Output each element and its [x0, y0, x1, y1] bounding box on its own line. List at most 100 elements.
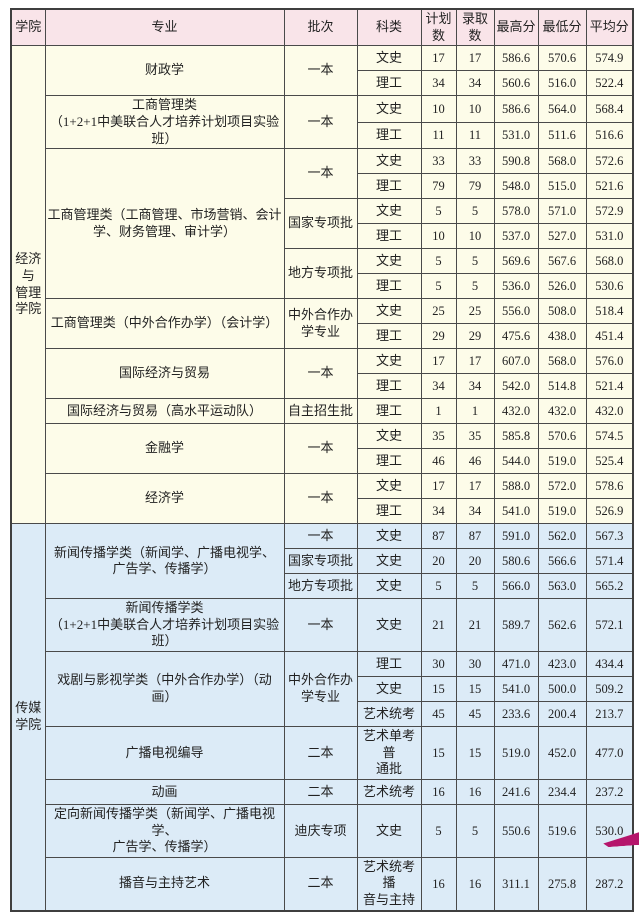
cell-plan: 5: [420, 273, 457, 300]
cell-plan: 34: [420, 70, 457, 97]
cell-min: 527.0: [537, 223, 587, 250]
cell-admitted: 5: [455, 198, 495, 225]
cell-avg: 434.4: [585, 651, 634, 677]
cell-plan: 25: [420, 298, 457, 325]
table-row: 戏剧与影视学类（中外合作办学）（动画） 中外合作办 学专业 理工 30 30 4…: [11, 651, 634, 727]
cell-min: 514.8: [537, 373, 587, 400]
cell-subject: 文史: [356, 148, 422, 175]
cell-max: 589.7: [493, 598, 539, 652]
cell-subject: 理工: [356, 223, 422, 250]
cell-subject: 理工: [356, 70, 422, 97]
cell-min: 567.6: [537, 248, 587, 275]
cell-subject: 文史: [356, 45, 422, 72]
cell-admitted: 20: [455, 548, 495, 575]
table-row: 定向新闻传播学类（新闻学、广播电视学、 广告学、传播学） 迪庆专项 文史 5 5…: [11, 803, 634, 858]
cell-subject: 文史: [356, 676, 422, 702]
cell-admitted: 15: [455, 676, 495, 702]
cell-max: 569.6: [493, 248, 539, 275]
cell-admitted: 79: [455, 173, 495, 200]
cell-min: 519.6: [537, 803, 587, 858]
cell-subject: 理工: [356, 398, 422, 425]
cell-plan: 46: [420, 448, 457, 475]
cell-avg: 526.9: [585, 498, 634, 525]
cell-avg: 531.0: [585, 223, 634, 250]
cell-avg: 477.0: [585, 726, 634, 780]
cell-admitted: 16: [455, 856, 495, 912]
cell-subject: 文史: [356, 298, 422, 325]
cell-major: 定向新闻传播学类（新闻学、广播电视学、 广告学、传播学）: [44, 803, 285, 858]
cell-avg: 521.6: [585, 173, 634, 200]
cell-avg: 578.6: [585, 473, 634, 500]
cell-max: 475.6: [493, 323, 539, 350]
cell-avg: 567.3: [585, 523, 634, 550]
cell-batch: 一本: [283, 598, 358, 652]
cell-batch: 国家专项批: [283, 198, 358, 250]
cell-min: 500.0: [537, 676, 587, 702]
cell-min: 563.0: [537, 573, 587, 600]
cell-plan: 16: [420, 856, 457, 912]
cell-max: 233.6: [493, 701, 539, 727]
table-row: 国家专项批 文史 20 20 580.6 566.6 571.4: [11, 548, 634, 575]
cell-plan: 5: [420, 573, 457, 600]
cell-subject: 文史: [356, 348, 422, 375]
cell-subject: 文史: [356, 95, 422, 123]
cell-admitted: 5: [455, 803, 495, 858]
cell-max: 586.6: [493, 45, 539, 72]
table-row: 艺术统考 45 45 233.6 200.4 213.7: [11, 701, 634, 727]
cell-major: 金融学: [44, 423, 285, 475]
cell-avg: 574.9: [585, 45, 634, 72]
cell-batch: 中外合作办 学专业: [283, 651, 358, 727]
cell-plan: 17: [420, 473, 457, 500]
cell-plan: 17: [420, 45, 457, 72]
cell-admitted: 17: [455, 473, 495, 500]
cell-subject: 艺术单考普 通批: [356, 726, 422, 780]
cell-plan: 15: [420, 676, 457, 702]
cell-admitted: 17: [455, 45, 495, 72]
cell-max: 471.0: [493, 651, 539, 677]
cell-min: 564.0: [537, 95, 587, 123]
cell-avg: 572.1: [585, 598, 634, 652]
cell-subject: 文史: [356, 523, 422, 550]
cell-major: 财政学: [44, 45, 285, 97]
table-row: 理工 34 34 541.0 519.0 526.9: [11, 498, 634, 525]
cell-max: 541.0: [493, 676, 539, 702]
cell-admitted: 15: [455, 726, 495, 780]
cell-avg: 516.6: [585, 121, 634, 150]
cell-admitted: 33: [455, 148, 495, 175]
cell-subject: 文史: [356, 573, 422, 600]
cell-admitted: 11: [455, 121, 495, 150]
table-row: 播音与主持艺术 二本 艺术统考播 音与主持 16 16 311.1 275.8 …: [11, 856, 634, 912]
cell-subject: 艺术统考: [356, 701, 422, 727]
cell-plan: 20: [420, 548, 457, 575]
cell-plan: 34: [420, 498, 457, 525]
cell-major: 戏剧与影视学类（中外合作办学）（动画）: [44, 651, 285, 727]
cell-min: 511.6: [537, 121, 587, 150]
cell-min: 566.6: [537, 548, 587, 575]
table-row: 经济学 一本 文史 17 17 588.0 572.0 578.6: [11, 473, 634, 525]
cell-batch: 迪庆专项: [283, 803, 358, 858]
table-header-row: 学院 专业 批次 科类 计划数 录取数 最高分 最低分 平均分: [10, 8, 634, 47]
cell-major: 工商管理类 （1+2+1中美联合人才培养计划项目实验班）: [44, 95, 285, 150]
table-row: 工商管理类 （1+2+1中美联合人才培养计划项目实验班） 一本 文史 10 10…: [11, 95, 634, 150]
cell-avg: 568.0: [585, 248, 634, 275]
cell-admitted: 46: [455, 448, 495, 475]
cell-admitted: 1: [455, 398, 495, 425]
table-row: 新闻传播学类 （1+2+1中美联合人才培养计划项目实验班） 一本 文史 21 2…: [11, 598, 634, 652]
cell-subject: 理工: [356, 651, 422, 677]
admissions-table: 学院 专业 批次 科类 计划数 录取数 最高分 最低分 平均分 经济与 管理 学…: [10, 8, 634, 912]
cell-avg: 576.0: [585, 348, 634, 375]
cell-min: 275.8: [537, 856, 587, 912]
header-plan-count: 计划数: [420, 8, 457, 47]
cell-avg: 213.7: [585, 701, 634, 727]
cell-plan: 5: [420, 248, 457, 275]
table-row: 国家专项批 文史 5 5 578.0 571.0 572.9: [11, 198, 634, 250]
cell-min: 432.0: [537, 398, 587, 425]
cell-min: 571.0: [537, 198, 587, 225]
cell-avg: 432.0: [585, 398, 634, 425]
cell-subject: 理工: [356, 173, 422, 200]
cell-max: 519.0: [493, 726, 539, 780]
cell-major: 动画: [44, 778, 285, 805]
cell-min: 526.0: [537, 273, 587, 300]
cell-min: 570.6: [537, 45, 587, 72]
cell-admitted: 16: [455, 778, 495, 805]
